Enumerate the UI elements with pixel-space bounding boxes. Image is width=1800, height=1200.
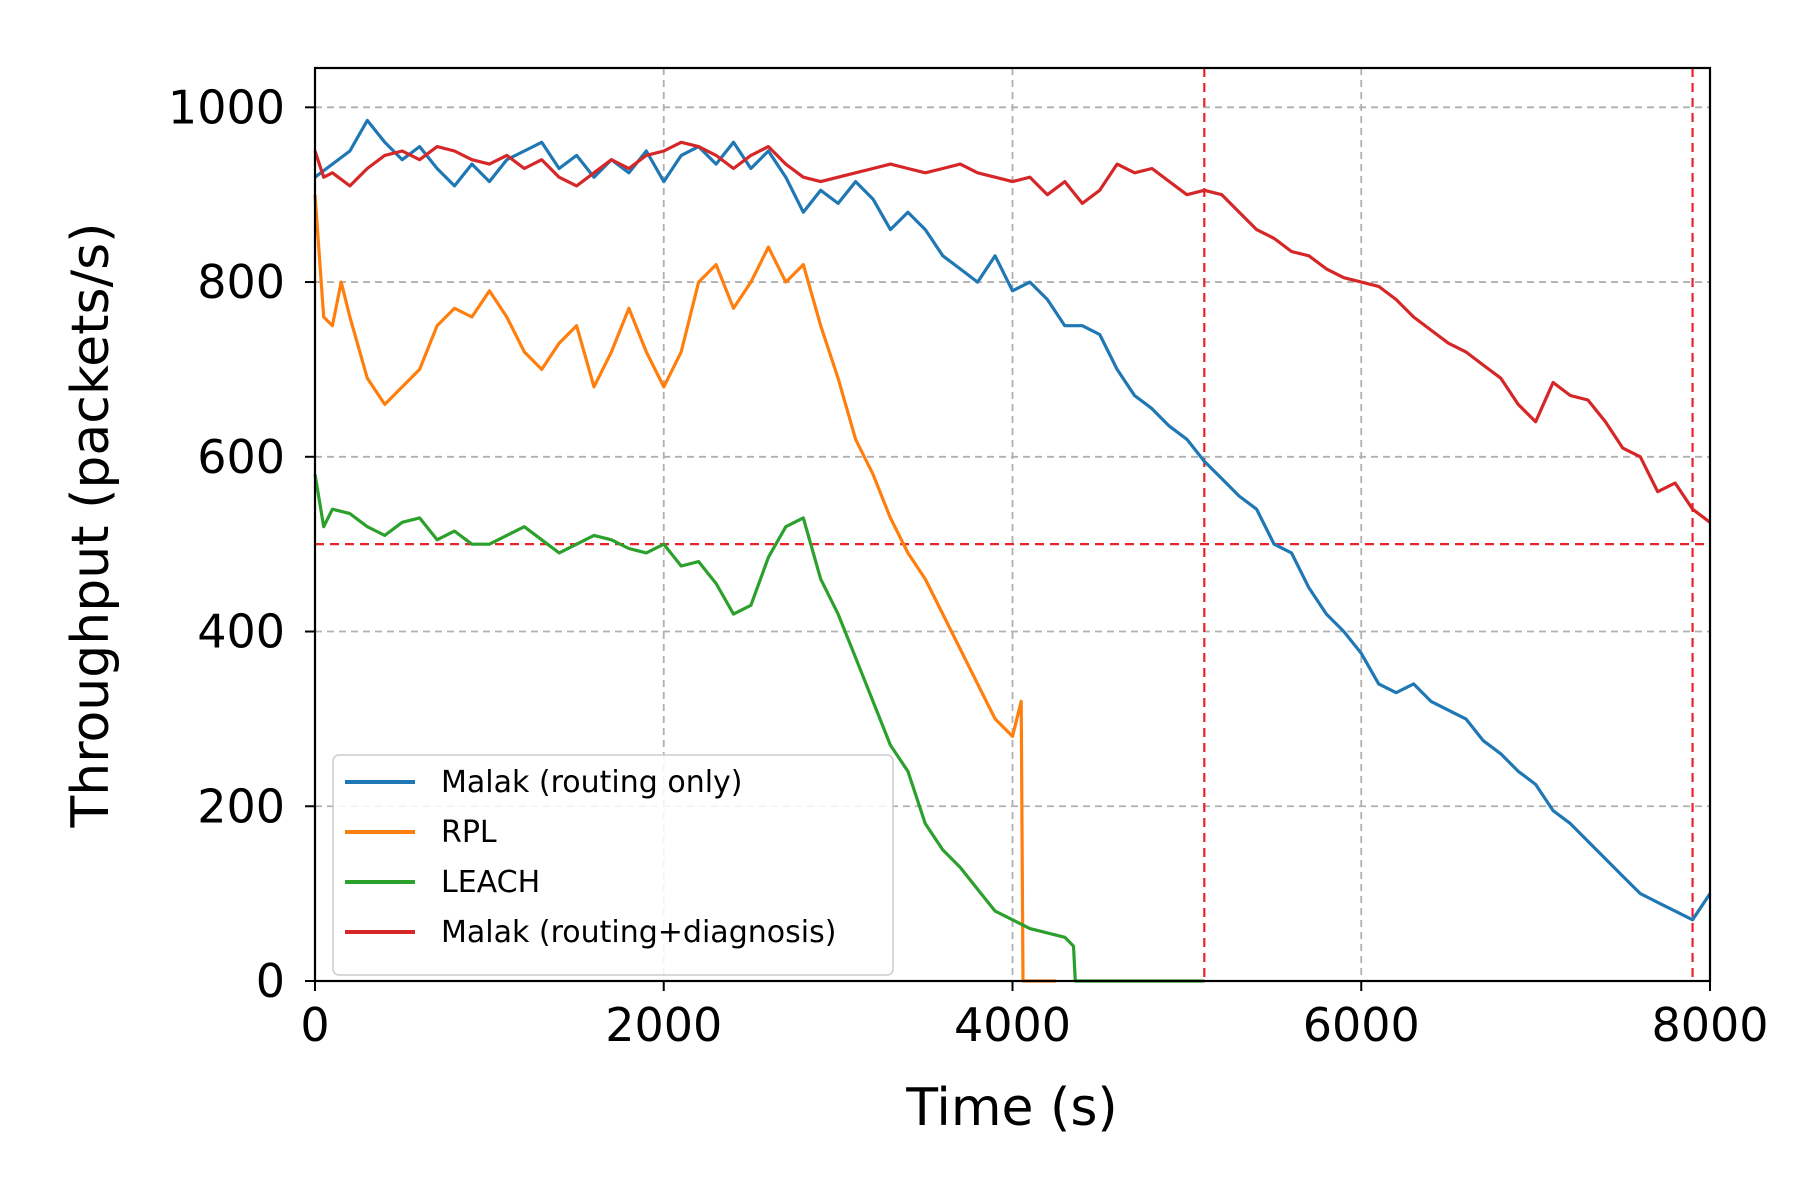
y-tick-label: 400 [197,605,285,659]
y-axis-label: Throughput (packets/s) [61,223,121,829]
legend-box [332,754,894,976]
x-tick-label: 2000 [605,998,722,1052]
legend-label: Malak (routing+diagnosis) [441,915,836,950]
series-line-2 [313,474,1205,983]
axis-ticks: 0 2000 4000 6000 8000 0 200 400 600 800 1000 [168,80,1769,1052]
x-tick-label: 4000 [954,998,1071,1052]
y-tick-label: 800 [197,255,285,309]
y-tick-label: 0 [256,954,285,1008]
y-tick-label: 1000 [168,80,285,134]
y-tick-label: 600 [197,430,285,484]
x-axis-label: Time (s) [905,1078,1117,1138]
x-tick-label: 0 [300,998,329,1052]
legend: Malak (routing only) RPL LEACH Malak (routi… [332,754,894,976]
series-line-0 [314,118,1712,922]
legend-label: LEACH [441,865,540,900]
series-lines [313,118,1712,983]
legend-label: RPL [441,815,497,850]
x-tick-label: 6000 [1303,998,1420,1052]
legend-label: Malak (routing only) [441,765,743,800]
series-line-3 [313,140,1711,524]
y-tick-label: 200 [197,779,285,833]
x-tick-label: 8000 [1651,998,1768,1052]
series-line-1 [313,194,1057,983]
